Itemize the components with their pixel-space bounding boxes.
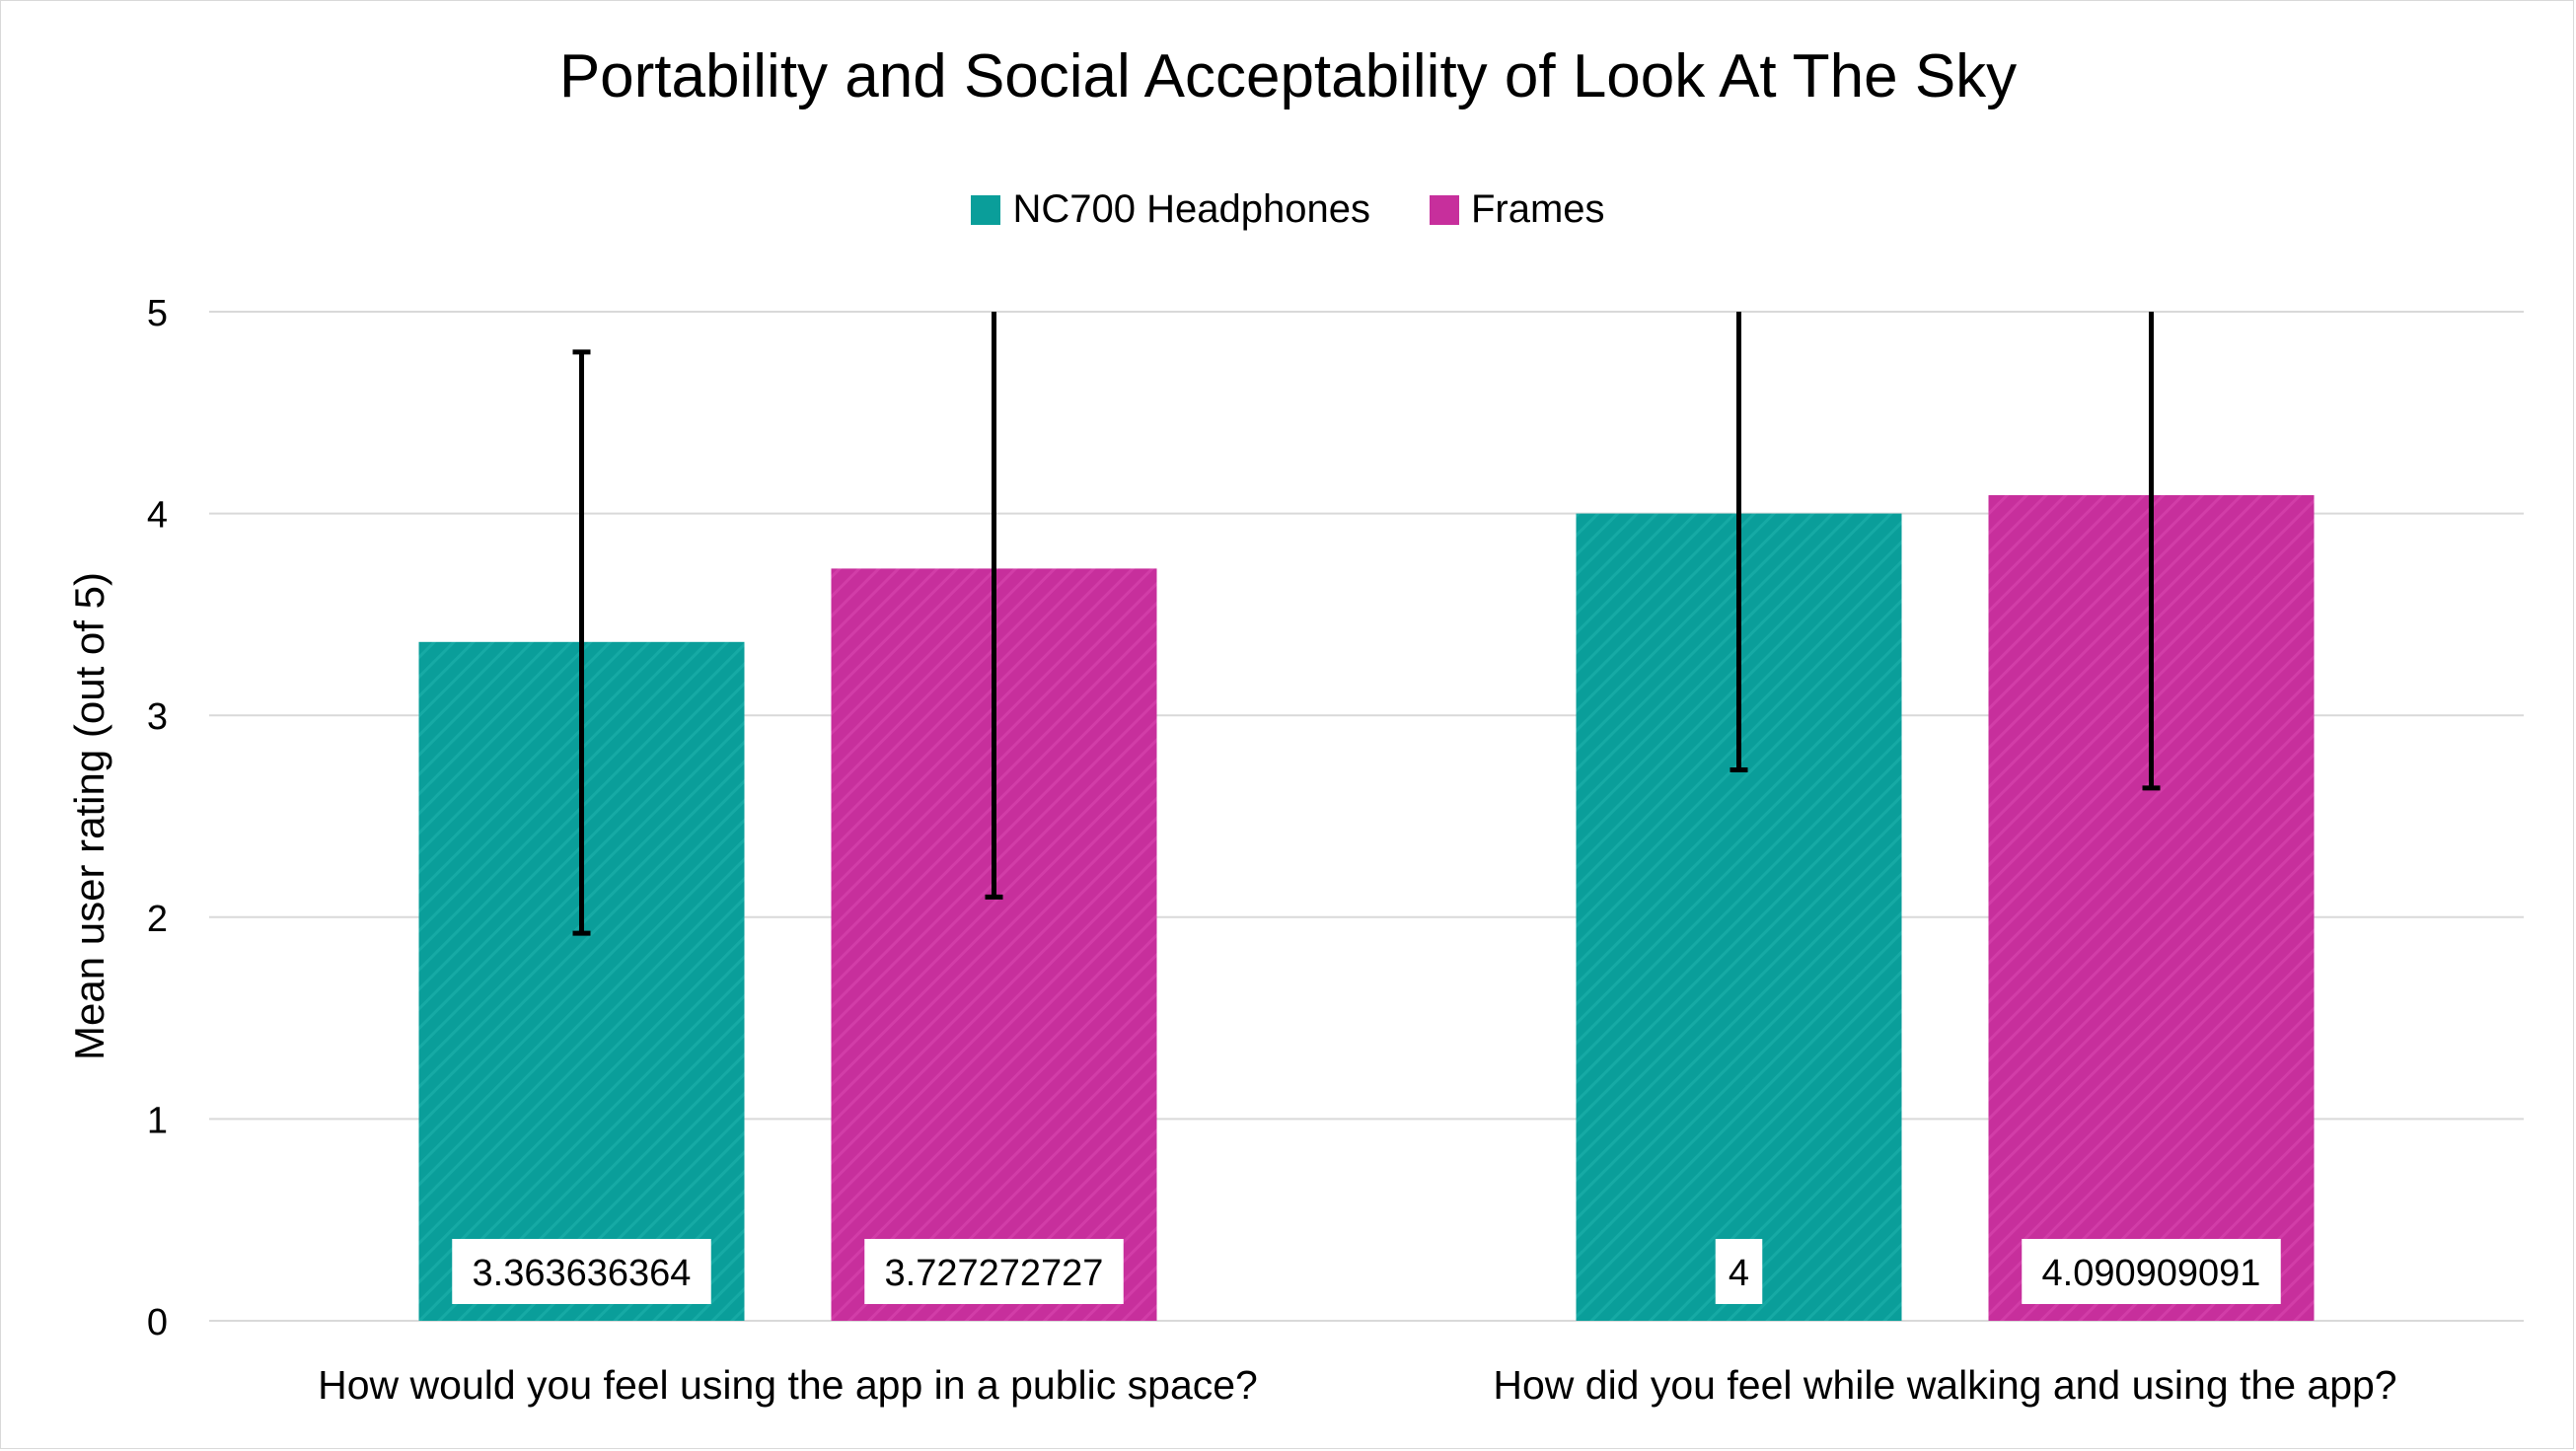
data-label-box-1-1 (2022, 1239, 2281, 1304)
legend: NC700 Headphones Frames (0, 187, 2576, 232)
legend-label-series-0: NC700 Headphones (1012, 187, 1370, 231)
data-label-0-1: 4 (1729, 1253, 1749, 1294)
legend-swatch-series-1 (1429, 194, 1459, 225)
y-axis-title: Mean user rating (out of 5) (66, 572, 112, 1060)
data-label-1-1: 4.090909091 (2042, 1253, 2261, 1294)
data-label-box-0-0 (452, 1239, 711, 1304)
y-tick-label-3: 3 (147, 696, 168, 738)
x-category-label-0: How would you feel using the app in a pu… (318, 1362, 1258, 1408)
y-tick-label-5: 5 (147, 293, 168, 334)
data-label-0-0: 3.363636364 (473, 1253, 692, 1294)
y-tick-label-4: 4 (147, 495, 168, 537)
y-tick-label-0: 0 (147, 1302, 168, 1343)
data-label-box-0-1 (1715, 1239, 1763, 1304)
legend-label-series-1: Frames (1470, 187, 1605, 231)
data-label-1-0: 3.727272727 (885, 1253, 1104, 1294)
legend-swatch-series-0 (971, 194, 1001, 225)
data-label-box-1-0 (864, 1239, 1124, 1304)
chart-title: Portability and Social Acceptability of … (558, 42, 2018, 110)
y-tick-label-2: 2 (147, 899, 168, 940)
x-category-label-1: How did you feel while walking and using… (1493, 1362, 2396, 1408)
y-tick-label-1: 1 (147, 1100, 168, 1141)
legend-item-series-0: NC700 Headphones (971, 187, 1370, 232)
legend-item-series-1: Frames (1429, 187, 1605, 232)
